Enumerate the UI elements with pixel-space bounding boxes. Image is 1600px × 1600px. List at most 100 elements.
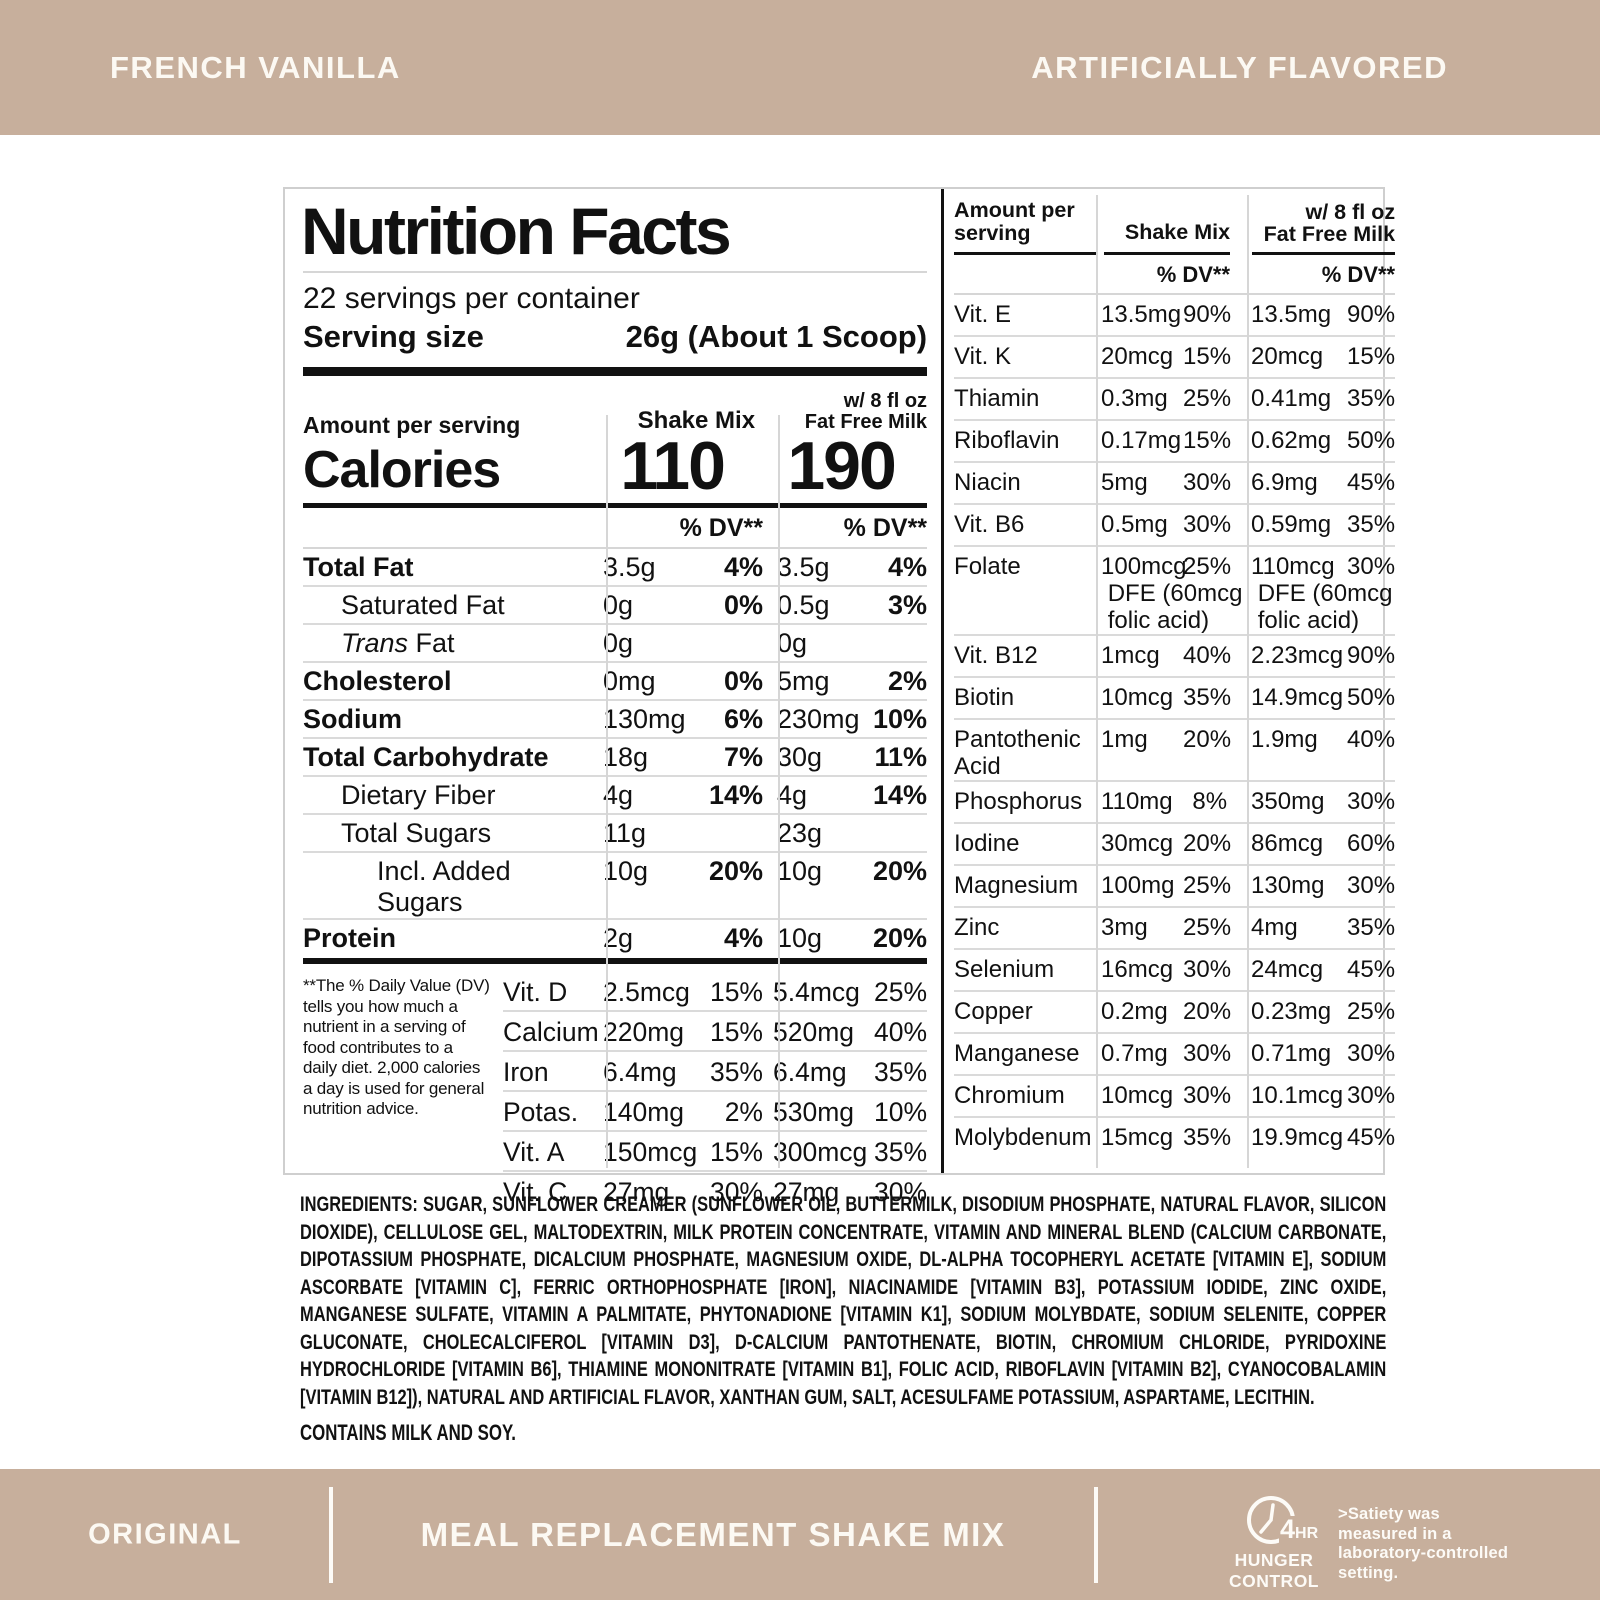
milk-amount: 4mg bbox=[1251, 914, 1298, 941]
vitamin-name: Vit. E bbox=[954, 301, 1011, 328]
nutrient-name: Dietary Fiber bbox=[303, 780, 603, 811]
shake-percent: 4% bbox=[723, 552, 763, 582]
milk-amount: 14.9mcg bbox=[1251, 684, 1344, 711]
vitamin-name: Folate bbox=[954, 553, 1021, 580]
product-type-title: MEAL REPLACEMENT SHAKE MIX bbox=[420, 1515, 1006, 1553]
top-banner: FRENCH VANILLA ARTIFICIALLY FLAVORED bbox=[0, 0, 1600, 135]
shake-percent: 15% bbox=[709, 1017, 763, 1047]
vitamin-name: Manganese bbox=[954, 1040, 1080, 1067]
vitamin-row: Potas. 140mg 2% 530mg 10% bbox=[503, 1092, 928, 1132]
milk-percent: 45% bbox=[1347, 469, 1396, 496]
milk-percent: 35% bbox=[874, 1137, 928, 1167]
milk-amount: 110mcg DFE (60mcg folic acid) bbox=[1251, 553, 1393, 634]
vitamin-row: Molybdenum 15mcg 35% 19.9mcg 45% bbox=[954, 1118, 1395, 1158]
vitamin-name: Niacin bbox=[954, 469, 1021, 496]
vitamin-name: Zinc bbox=[954, 914, 1000, 941]
shake-percent: 4% bbox=[723, 923, 763, 953]
milk-percent: 30% bbox=[1347, 1040, 1396, 1067]
milk-percent: 30% bbox=[1347, 1082, 1396, 1109]
vitamin-row: Biotin 10mcg 35% 14.9mcg 50% bbox=[954, 678, 1396, 720]
thick-rule bbox=[303, 958, 928, 964]
nutrient-name-text: Protein bbox=[303, 923, 397, 953]
milk-percent: 35% bbox=[1347, 385, 1396, 412]
vitamin-name: Vit. K bbox=[954, 343, 1011, 370]
shake-percent: 25% bbox=[1183, 914, 1232, 941]
shake-percent: 25% bbox=[1183, 385, 1232, 412]
nutrient-row: Total Fat 3.5g 4% 3.5g 4% bbox=[303, 549, 928, 587]
nutrient-name-italic: Trans bbox=[341, 628, 409, 658]
milk-amount: 350mg bbox=[1251, 788, 1325, 815]
milk-percent: 50% bbox=[1347, 684, 1396, 711]
milk-amount: 0g bbox=[777, 628, 808, 658]
vitamin-row: Magnesium 100mg 25% 130mg 30% bbox=[954, 866, 1396, 908]
milk-percent: 30% bbox=[874, 1177, 928, 1207]
shake-amount: 1mg bbox=[1101, 726, 1148, 753]
vitamin-row: Vit. B12 1mcg 40% 2.23mcg 90% bbox=[954, 636, 1396, 678]
milk-amount: 4g bbox=[777, 780, 808, 810]
vitamins-footnote-section: **The % Daily Value (DV) tells you how m… bbox=[303, 964, 928, 1210]
vitamin-row: Copper 0.2mg 20% 0.23mg 25% bbox=[954, 992, 1396, 1034]
column-divider bbox=[778, 415, 780, 1168]
shake-amount: 2.5mcg bbox=[603, 977, 690, 1007]
milk-amount: 520mg bbox=[773, 1017, 855, 1047]
vitamin-row: Calcium 220mg 15% 520mg 40% bbox=[503, 1012, 928, 1052]
calories-shake-value: 110 bbox=[620, 428, 726, 504]
shake-percent: 25% bbox=[1183, 553, 1232, 580]
milk-amount: 5.4mcg bbox=[773, 977, 860, 1007]
shake-percent: 30% bbox=[709, 1177, 763, 1207]
shake-amount: 0.3mg bbox=[1101, 385, 1168, 412]
milk-percent: 20% bbox=[873, 923, 928, 953]
shake-percent: 20% bbox=[1183, 830, 1232, 857]
milk-amount: 0.59mg bbox=[1251, 511, 1332, 538]
shake-percent: 30% bbox=[1183, 1040, 1232, 1067]
vitamin-name: Biotin bbox=[954, 684, 1015, 711]
shake-amount: 27mg bbox=[603, 1177, 670, 1207]
vitamin-name: Magnesium bbox=[954, 872, 1079, 899]
calories-label-cell: Amount per serving Calories bbox=[303, 388, 589, 497]
milk-percent: 2% bbox=[888, 666, 928, 696]
milk-amount: 10g bbox=[777, 923, 823, 953]
milk-amount: 0.23mg bbox=[1251, 998, 1332, 1025]
shake-amount: 0g bbox=[603, 628, 634, 658]
shake-mix-column-header: Shake Mix bbox=[1104, 220, 1231, 255]
shake-percent: 15% bbox=[709, 1137, 763, 1167]
dv-header-shake: % DV** bbox=[1156, 262, 1231, 287]
vitamin-row: Vit. B6 0.5mg 30% 0.59mg 35% bbox=[954, 505, 1396, 547]
vitamin-row: Pantothenic Acid 1mg 20% 1.9mg 40% bbox=[954, 720, 1396, 782]
nutrient-name: Saturated Fat bbox=[303, 590, 603, 621]
milk-column-header: w/ 8 fl oz Fat Free Milk bbox=[755, 391, 927, 433]
milk-percent: 25% bbox=[874, 977, 928, 1007]
banner-divider bbox=[1094, 1487, 1098, 1583]
milk-percent: 45% bbox=[1347, 956, 1396, 983]
ingredients-text: SUGAR, SUNFLOWER CREAMER (SUNFLOWER OIL,… bbox=[300, 1192, 1387, 1409]
vitamin-name: Riboflavin bbox=[954, 427, 1060, 454]
milk-amount: 10g bbox=[777, 856, 823, 886]
satiety-disclaimer: >Satiety was measured in a laboratory-co… bbox=[1338, 1505, 1509, 1582]
nutrient-row: Dietary Fiber 4g 14% 4g 14% bbox=[303, 777, 928, 815]
vitamin-name: Vit. B6 bbox=[954, 511, 1025, 538]
nutrient-name: Incl. Added Sugars bbox=[303, 856, 603, 918]
nutrient-name: Trans Fat bbox=[303, 628, 603, 659]
ingredients-section: INGREDIENTS: SUGAR, SUNFLOWER CREAMER (S… bbox=[300, 1191, 1386, 1447]
hunger-hours-unit: HR bbox=[1295, 1525, 1319, 1542]
shake-amount: 140mg bbox=[603, 1097, 685, 1127]
milk-amount: 1.9mg bbox=[1251, 726, 1318, 753]
shake-amount: 130mg bbox=[603, 704, 686, 734]
shake-percent: 30% bbox=[1183, 511, 1232, 538]
nutrient-name: Total Fat bbox=[303, 552, 603, 583]
milk-amount: 27mg bbox=[773, 1177, 840, 1207]
shake-percent: 90% bbox=[1183, 301, 1232, 328]
shake-amount: 4g bbox=[603, 780, 634, 810]
shake-percent: 0% bbox=[723, 590, 763, 620]
nutrient-row: Cholesterol 0mg 0% 5mg 2% bbox=[303, 663, 928, 701]
vitamin-name: Vit. C bbox=[503, 1177, 568, 1207]
nutrient-row: Sodium 130mg 6% 230mg 10% bbox=[303, 701, 928, 739]
milk-percent: 4% bbox=[888, 552, 928, 582]
shake-percent: 30% bbox=[1183, 469, 1232, 496]
milk-amount: 0.62mg bbox=[1251, 427, 1332, 454]
shake-percent: 30% bbox=[1183, 956, 1232, 983]
shake-amount: 10mcg bbox=[1101, 684, 1174, 711]
vitamin-name: Chromium bbox=[954, 1082, 1065, 1109]
shake-amount: 3.5g bbox=[603, 552, 656, 582]
